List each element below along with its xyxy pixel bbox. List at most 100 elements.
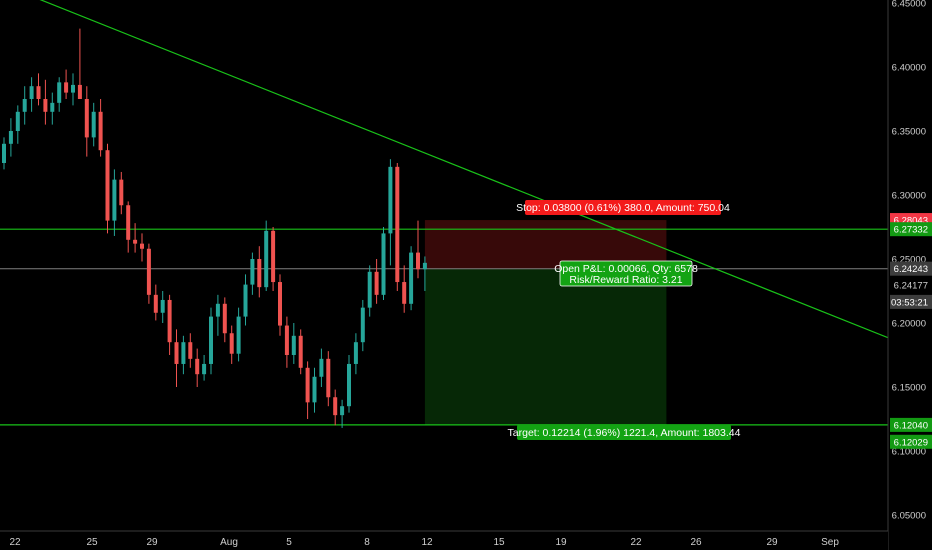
- candle: [271, 227, 276, 291]
- candle-body: [264, 230, 269, 288]
- candle-body: [416, 252, 420, 270]
- candle-body: [146, 248, 151, 295]
- candle: [333, 389, 338, 426]
- time-tick-label: 25: [86, 537, 98, 548]
- candle: [326, 351, 331, 407]
- time-tick-label: Aug: [220, 537, 238, 548]
- candle-body: [236, 316, 241, 354]
- candle-body: [71, 84, 75, 93]
- candle-body: [43, 99, 48, 112]
- time-tick-label: 22: [630, 537, 642, 548]
- candle: [243, 274, 248, 326]
- support-price-tag-box: [890, 417, 932, 432]
- candle: [188, 333, 193, 368]
- candle-body: [133, 239, 138, 244]
- candle: [264, 220, 269, 291]
- candle-body: [2, 143, 6, 163]
- target-label-text: Target: 0.12214 (1.96%) 1221.4, Amount: …: [508, 427, 741, 439]
- candle: [181, 335, 186, 375]
- candle: [381, 227, 386, 300]
- candle: [91, 102, 96, 147]
- bid-price-tag-text: 6.24177: [894, 281, 928, 292]
- candle: [112, 169, 117, 236]
- candle: [50, 92, 55, 125]
- pnl-label-text: Risk/Reward Ratio: 3.21: [569, 274, 682, 286]
- time-tick-label: 22: [9, 537, 21, 548]
- candle: [360, 299, 365, 352]
- candle-body: [188, 342, 193, 359]
- take-profit-zone: [424, 268, 667, 426]
- candle: [64, 69, 69, 99]
- resistance-price-tag: 6.27332: [890, 222, 932, 237]
- candle: [312, 367, 317, 413]
- candle: [298, 329, 303, 375]
- candle: [236, 307, 241, 362]
- candle: [257, 246, 262, 298]
- candle: [202, 355, 207, 381]
- candle: [215, 294, 220, 336]
- price-tick-label: 6.05000: [892, 511, 926, 522]
- candle-body: [36, 86, 41, 99]
- candle-body: [181, 342, 186, 364]
- candle: [22, 86, 27, 125]
- candle-body: [319, 358, 324, 377]
- candle-body: [409, 252, 414, 304]
- candle: [284, 316, 289, 368]
- price-tick-label: 6.25000: [892, 255, 926, 266]
- candle: [57, 77, 62, 112]
- candle-body: [374, 271, 379, 295]
- candle: [250, 252, 255, 295]
- candle: [77, 28, 82, 99]
- candlestick-series: [2, 28, 427, 428]
- candle: [291, 323, 296, 364]
- support-price-tag: 6.12040: [890, 417, 932, 432]
- candle: [388, 159, 393, 266]
- pnl-label-text: Open P&L: 0.00066, Qty: 6578: [554, 263, 698, 275]
- stop-label-box: [525, 200, 721, 215]
- time-tick-label: Sep: [821, 537, 839, 548]
- position-labels: Stop: 0.03800 (0.61%) 380.0, Amount: 750…: [508, 200, 741, 440]
- target-price-tag-box: [890, 434, 932, 449]
- time-tick-label: 15: [493, 537, 505, 548]
- price-tick-label: 6.45000: [892, 0, 926, 10]
- candle-body: [57, 82, 62, 103]
- candle-body: [77, 84, 82, 99]
- time-axis[interactable]: 22 25 29 Aug 5 8 12 15 19 22 26 29 Sep: [0, 530, 888, 550]
- candle: [146, 243, 151, 304]
- candle-body: [243, 284, 248, 317]
- candle-body: [15, 111, 20, 131]
- candle: [84, 86, 89, 157]
- candle-body: [353, 342, 358, 364]
- candle: [133, 223, 138, 253]
- candle: [153, 284, 158, 321]
- candle-body: [381, 233, 386, 295]
- candle-body: [284, 325, 289, 355]
- time-tick-label: 26: [690, 537, 702, 548]
- candle-body: [167, 299, 172, 343]
- candle-body: [126, 205, 131, 240]
- candle-body: [278, 282, 282, 326]
- candle: [195, 348, 200, 387]
- bid-price-tag-box: [890, 278, 932, 293]
- time-tick-label: 29: [766, 537, 778, 548]
- candle-body: [257, 259, 262, 288]
- price-tick-label: 6.30000: [892, 191, 926, 202]
- support-price-tag-text: 6.12040: [894, 420, 928, 431]
- candle-body: [229, 333, 234, 354]
- candle-body: [222, 303, 227, 334]
- stop-label: Stop: 0.03800 (0.61%) 380.0, Amount: 750…: [516, 200, 730, 215]
- time-tick-label: 12: [421, 537, 433, 548]
- candle-body: [388, 166, 393, 234]
- pnl-label: Open P&L: 0.00066, Qty: 6578Risk/Reward …: [554, 260, 698, 287]
- candle-body: [22, 99, 27, 112]
- candle-body: [367, 271, 372, 308]
- candle: [98, 99, 103, 157]
- stop-label-text: Stop: 0.03800 (0.61%) 380.0, Amount: 750…: [516, 202, 730, 214]
- candle: [353, 333, 358, 375]
- candle-body: [209, 316, 213, 364]
- candle-body: [291, 335, 296, 355]
- resistance-price-tag-box: [890, 222, 932, 237]
- candle-body: [360, 307, 365, 343]
